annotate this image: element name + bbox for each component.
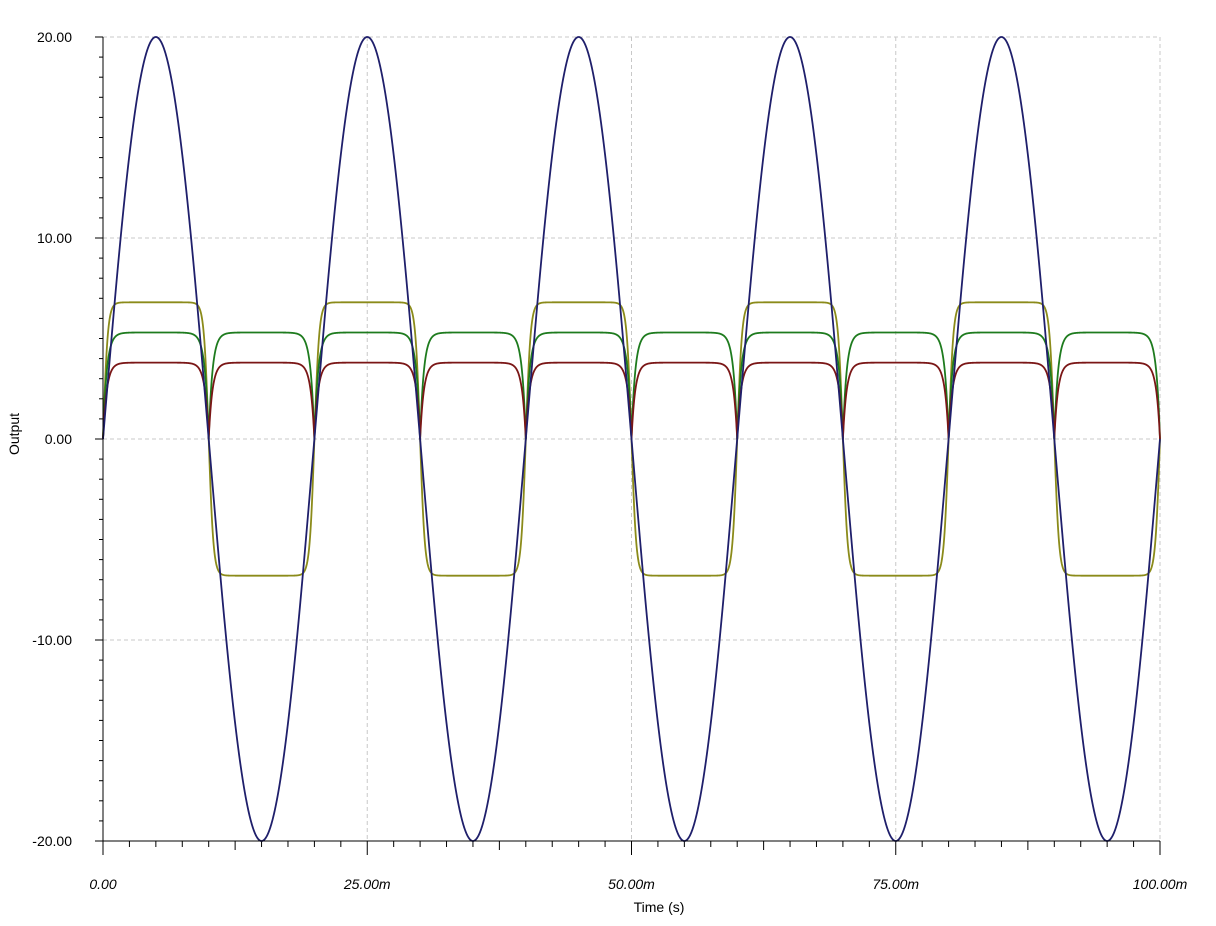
y-tick-label: 20.00 — [37, 29, 72, 45]
x-axis-label: Time (s) — [634, 899, 685, 915]
y-tick-label: 0.00 — [45, 431, 72, 447]
y-tick-label: 10.00 — [37, 230, 72, 246]
y-tick-labels: 20.00 10.00 0.00 -10.00 -20.00 — [32, 29, 72, 849]
y-tick-label: -10.00 — [32, 632, 72, 648]
y-tick-label: -20.00 — [32, 833, 72, 849]
x-tick-label: 0.00 — [89, 876, 116, 892]
x-tick-label: 50.00m — [608, 876, 655, 892]
minor-ticks — [95, 36, 1161, 855]
y-axis-label: Output — [6, 413, 22, 455]
series-line-1 — [102, 36, 1161, 842]
x-tick-label: 75.00m — [872, 876, 919, 892]
x-tick-label: 100.00m — [1133, 876, 1188, 892]
series-group — [102, 36, 1161, 842]
x-tick-label: 25.00m — [343, 876, 391, 892]
x-tick-labels: 0.00 25.00m 50.00m 75.00m 100.00m — [89, 876, 1187, 892]
